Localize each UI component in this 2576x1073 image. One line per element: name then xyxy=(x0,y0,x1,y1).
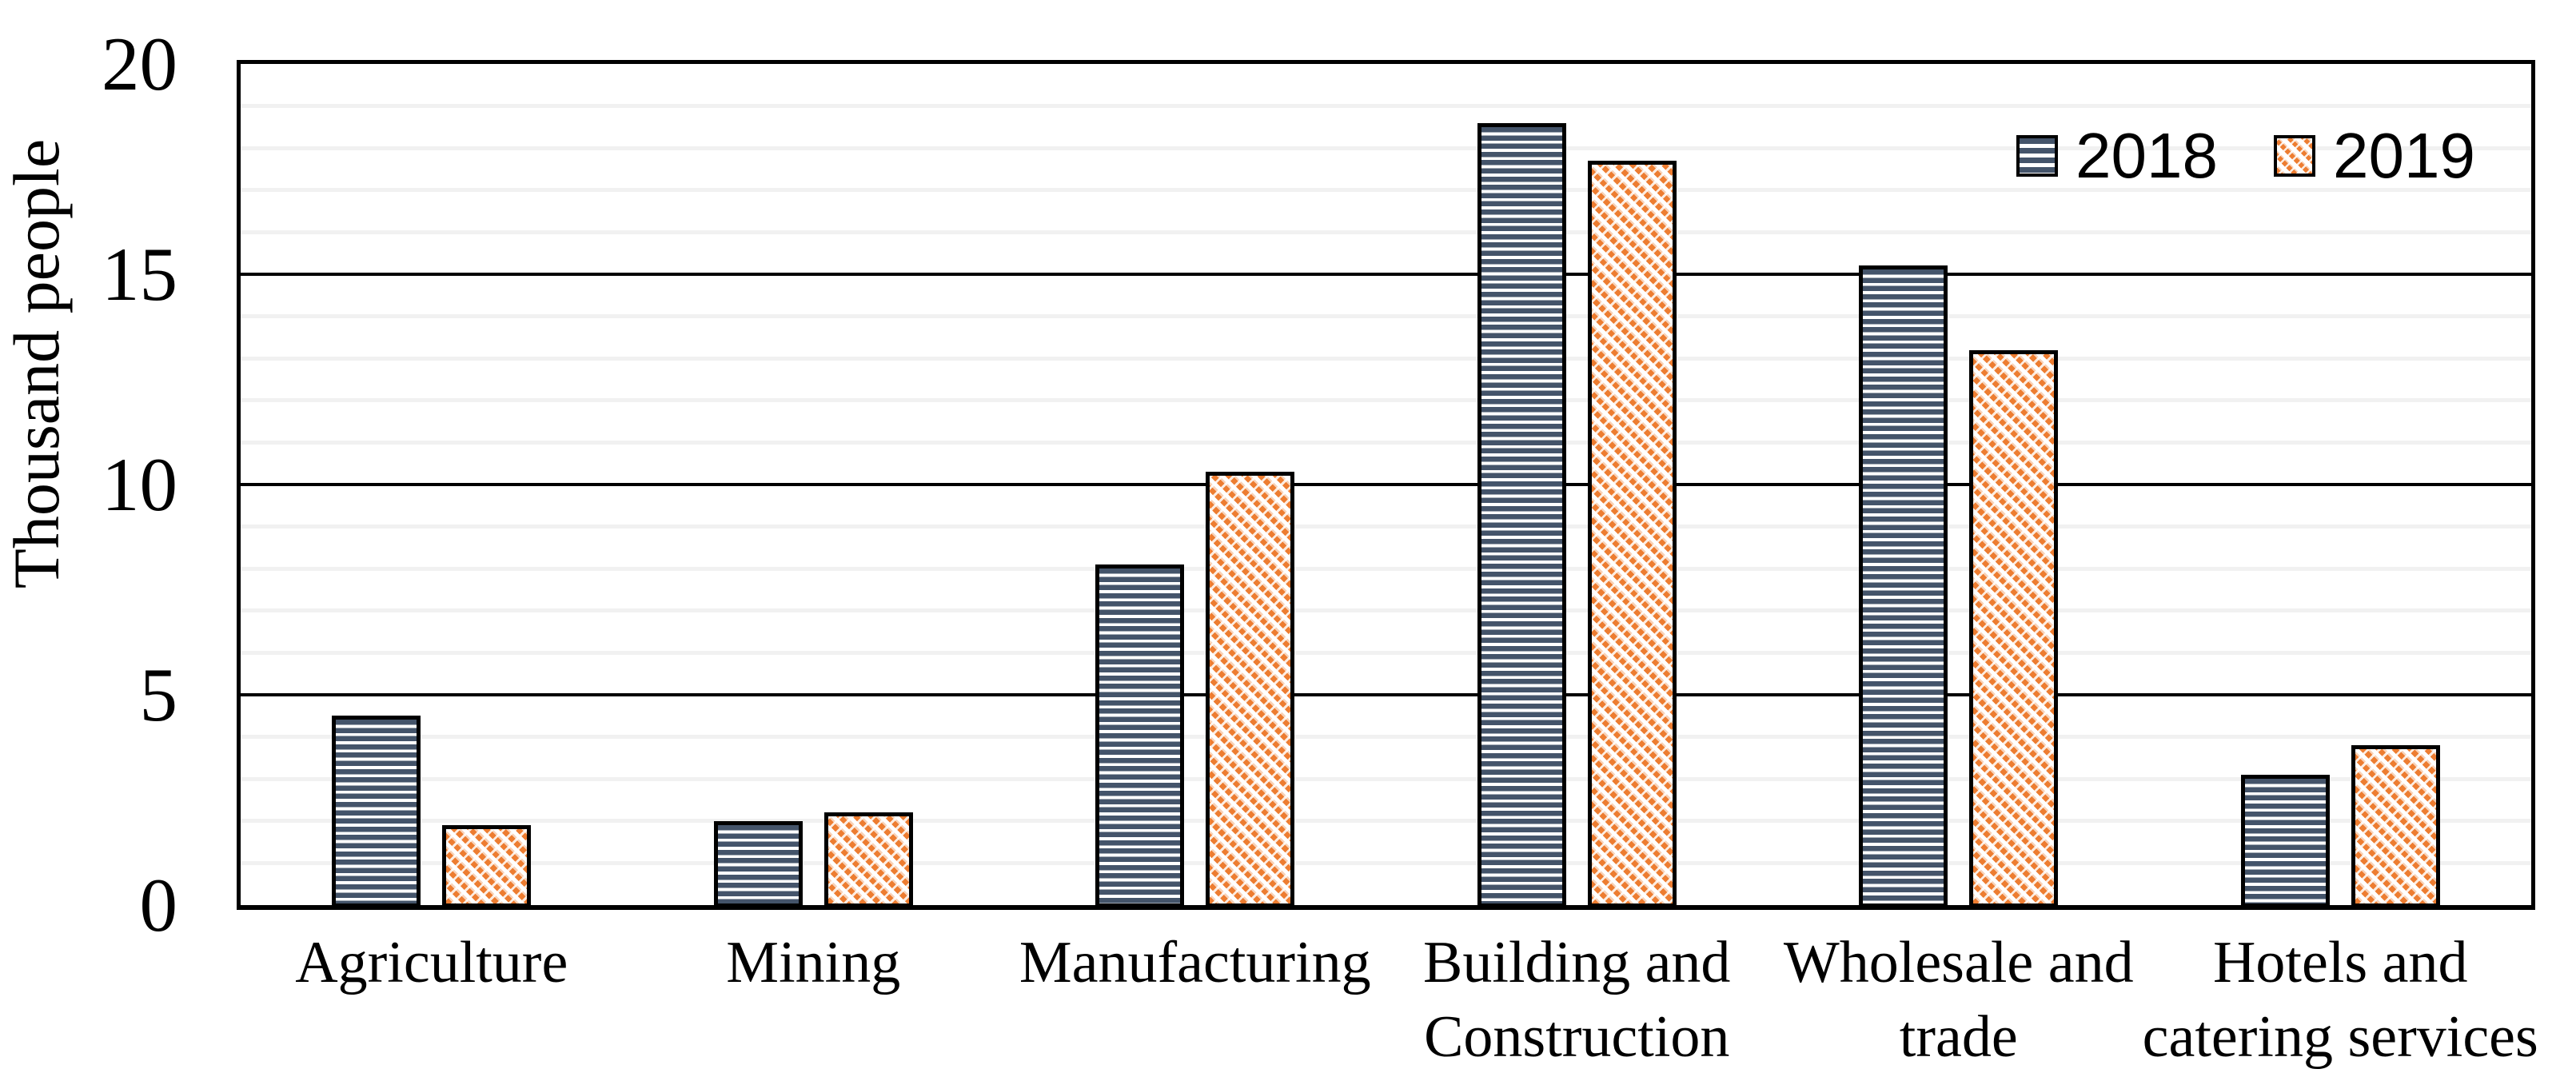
bar-2018-manufacturing xyxy=(1095,564,1185,907)
y-tick-label-0: 0 xyxy=(139,863,178,947)
y-tick-label-10: 10 xyxy=(102,442,177,527)
minor-gridline xyxy=(241,440,2531,445)
minor-gridline xyxy=(241,776,2531,781)
bar-2019-manufacturing xyxy=(1206,472,1295,907)
x-category-label-wholesale-and-trade: Wholesale and trade xyxy=(1783,930,2134,1070)
minor-gridline xyxy=(241,188,2531,193)
legend-entry-2018: 2018 xyxy=(2016,113,2218,199)
legend-swatch-2019-icon xyxy=(2274,135,2315,177)
x-category-label-hotels-and-catering-services: Hotels and catering services xyxy=(2142,930,2538,1070)
bar-2019-wholesale-and-trade xyxy=(1969,349,2059,907)
legend-label-2018: 2018 xyxy=(2076,120,2218,191)
minor-gridline xyxy=(241,104,2531,109)
bar-2018-wholesale-and-trade xyxy=(1859,265,1948,907)
minor-gridline xyxy=(241,819,2531,824)
bar-2018-building-and-construction xyxy=(1477,122,1566,907)
bar-2018-hotels-and-catering-services xyxy=(2240,774,2330,907)
y-tick-label-15: 15 xyxy=(102,232,177,317)
minor-gridline xyxy=(241,314,2531,319)
legend-entry-2019: 2019 xyxy=(2274,113,2475,199)
major-gridline xyxy=(241,273,2531,276)
minor-gridline xyxy=(241,650,2531,655)
minor-gridline xyxy=(241,525,2531,529)
legend-label-2019: 2019 xyxy=(2333,120,2475,191)
bar-2019-building-and-construction xyxy=(1587,160,1677,907)
minor-gridline xyxy=(241,356,2531,361)
y-tick-label-5: 5 xyxy=(139,652,178,737)
minor-gridline xyxy=(241,735,2531,740)
bar-2019-hotels-and-catering-services xyxy=(2351,745,2440,907)
major-gridline xyxy=(241,693,2531,696)
bar-2018-agriculture xyxy=(332,716,421,907)
bar-2018-mining xyxy=(713,820,803,907)
y-tick-label-20: 20 xyxy=(102,22,177,106)
minor-gridline xyxy=(241,566,2531,571)
major-gridline xyxy=(241,483,2531,486)
minor-gridline xyxy=(241,229,2531,234)
x-category-label-agriculture: Agriculture xyxy=(295,930,568,995)
bar-2019-mining xyxy=(823,812,913,907)
legend-swatch-2018-icon xyxy=(2016,135,2058,177)
x-category-label-building-and-construction: Building and Construction xyxy=(1423,930,1731,1070)
minor-gridline xyxy=(241,608,2531,613)
x-category-label-manufacturing: Manufacturing xyxy=(1019,930,1371,995)
bar-2019-agriculture xyxy=(442,825,532,907)
minor-gridline xyxy=(241,860,2531,865)
x-category-label-mining: Mining xyxy=(726,930,901,995)
minor-gridline xyxy=(241,146,2531,150)
minor-gridline xyxy=(241,398,2531,403)
